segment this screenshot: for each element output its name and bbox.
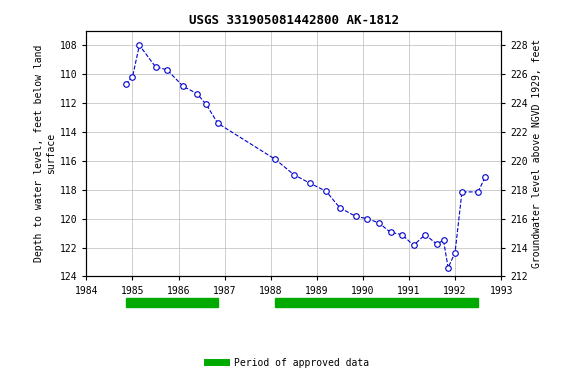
Legend: Period of approved data: Period of approved data — [203, 354, 373, 371]
Title: USGS 331905081442800 AK-1812: USGS 331905081442800 AK-1812 — [189, 14, 399, 27]
Y-axis label: Groundwater level above NGVD 1929, feet: Groundwater level above NGVD 1929, feet — [532, 39, 542, 268]
Y-axis label: Depth to water level, feet below land
surface: Depth to water level, feet below land su… — [34, 45, 55, 262]
